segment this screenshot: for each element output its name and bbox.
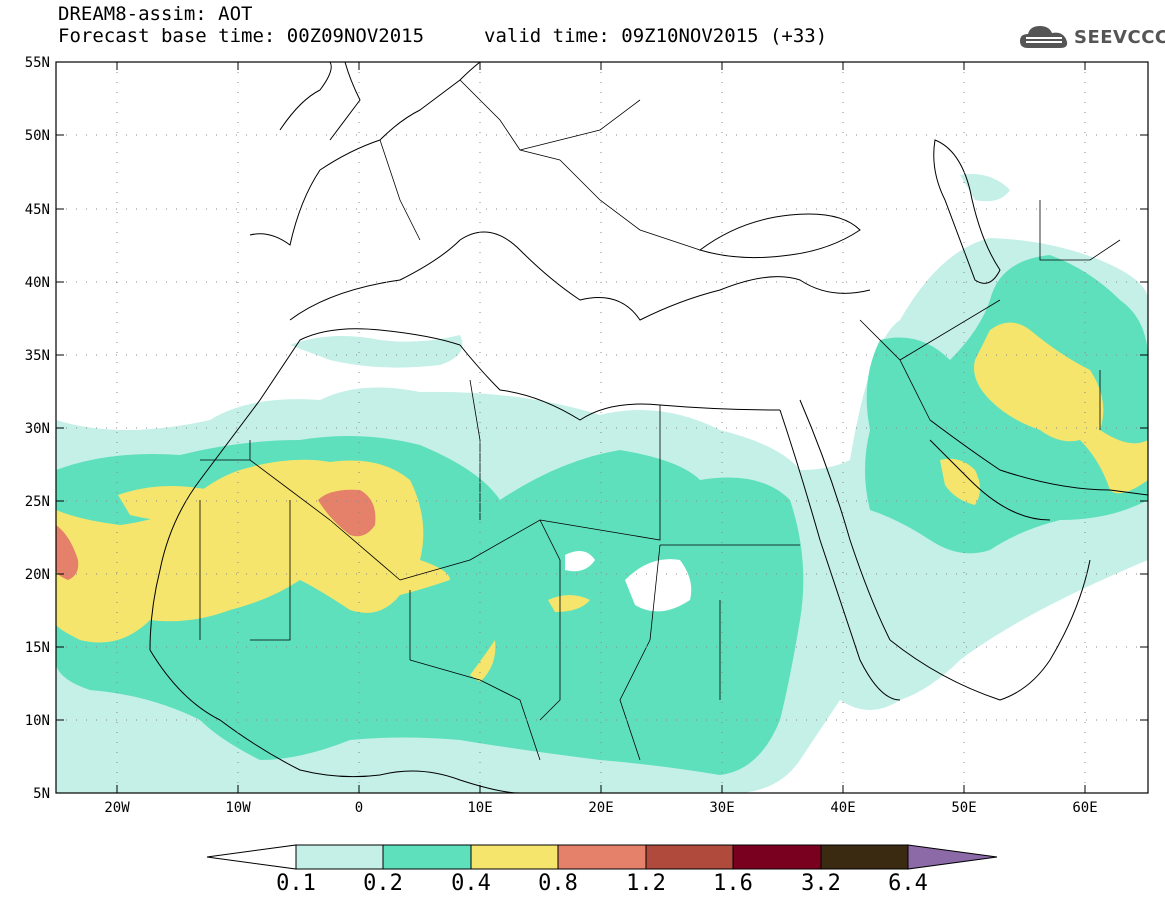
lon-label: 20E	[588, 800, 613, 816]
border-segment	[399, 519, 561, 660]
lon-label: 10E	[467, 800, 492, 816]
med-north-coast	[289, 231, 871, 321]
aot-contour-0-4-iran	[974, 322, 1148, 494]
colorbar-over-arrow	[907, 844, 998, 870]
colorbar-label: 0.1	[276, 871, 316, 896]
aot-contour-0-4-mali	[118, 486, 220, 522]
lat-label: 25N	[25, 494, 50, 510]
aot-contour-0-8-atlantic	[56, 525, 79, 580]
persian-coast	[929, 419, 1148, 496]
lon-label: 60E	[1072, 800, 1097, 816]
cloud-icon	[1020, 26, 1068, 48]
colorbar-swatch	[470, 844, 559, 870]
border-segment	[539, 405, 800, 641]
logo-text: SEEVCCC	[1074, 26, 1165, 48]
colorbar-label: 0.2	[363, 871, 403, 896]
africa-west-coast	[149, 328, 461, 651]
red-sea-east	[799, 399, 891, 641]
colorbar-swatch	[295, 844, 384, 870]
british-isles	[279, 62, 361, 141]
aot-contour-0-4-nigeria	[470, 640, 496, 682]
lat-label: 20N	[25, 567, 50, 583]
colorbar-swatch	[557, 844, 647, 870]
lat-label: 55N	[25, 55, 50, 71]
axis-ticks	[56, 61, 1148, 794]
map-title: DREAM8-assim: AOT	[58, 3, 253, 25]
lon-label: 50E	[951, 800, 976, 816]
forecast-base-time: Forecast base time: 00Z09NOV2015	[58, 25, 425, 47]
lat-label: 50N	[25, 128, 50, 144]
border-segment	[619, 600, 721, 761]
latitude-labels: 55N 50N 45N 40N 35N 30N 25N 20N 15N 10N …	[25, 55, 50, 802]
arabia-coast	[889, 559, 1091, 701]
colorbar-swatch	[382, 844, 472, 870]
lat-label: 45N	[25, 202, 50, 218]
aot-contour-0-8-algeria	[318, 489, 376, 537]
country-borders	[199, 79, 1121, 761]
black-sea	[698, 213, 861, 259]
border-segment	[469, 379, 561, 721]
border-segment	[519, 99, 701, 251]
lon-label: 0	[355, 800, 363, 816]
gulf-of-guinea	[149, 649, 521, 793]
colorbar-label: 0.4	[451, 871, 491, 896]
colorbar-label: 0.8	[538, 871, 578, 896]
lon-label: 30E	[709, 800, 734, 816]
border-segment	[1039, 200, 1121, 430]
aot-contour-0-4-arabia	[940, 458, 980, 505]
border-segment	[859, 299, 1001, 421]
valid-time: valid time: 09Z10NOV2015 (+33)	[484, 25, 828, 47]
colorbar-label: 1.6	[713, 871, 753, 896]
lon-label: 20W	[104, 800, 130, 816]
colorbar	[206, 844, 998, 870]
colorbar-label: 3.2	[801, 871, 841, 896]
lon-label: 40E	[830, 800, 855, 816]
lat-label: 5N	[33, 786, 50, 802]
graticule	[56, 62, 1148, 793]
colorbar-under-arrow	[206, 844, 297, 870]
colorbar-swatch	[820, 844, 909, 870]
lon-label: 10W	[225, 800, 251, 816]
border-segment	[199, 500, 291, 641]
lat-label: 30N	[25, 421, 50, 437]
north-africa-coast	[459, 344, 781, 421]
red-sea-west	[779, 409, 901, 701]
border-segment	[200, 440, 401, 581]
aot-clear-sudan	[625, 559, 692, 612]
colorbar-swatch	[645, 844, 734, 870]
lat-label: 35N	[25, 348, 50, 364]
lat-label: 40N	[25, 275, 50, 291]
aot-contour-0-4-chad	[548, 595, 590, 612]
coastlines	[149, 62, 1148, 793]
colorbar-swatch	[732, 844, 822, 870]
gulf-coast	[929, 439, 1051, 521]
lat-label: 10N	[25, 713, 50, 729]
aot-field	[56, 174, 1148, 793]
colorbar-label: 6.4	[888, 871, 928, 896]
aot-clear-chad	[565, 551, 595, 572]
aot-contour-0-1-caspian	[960, 174, 1010, 202]
longitude-labels: 20W 10W 0 10E 20E 30E 40E 50E 60E	[104, 800, 1097, 816]
seevccc-logo: SEEVCCC	[1018, 22, 1165, 52]
europe-atlantic	[249, 62, 481, 246]
aot-contour-0-1-north	[290, 335, 463, 368]
border-segment	[409, 659, 541, 761]
border-segment	[379, 79, 561, 241]
lat-label: 15N	[25, 640, 50, 656]
colorbar-label: 1.2	[626, 871, 666, 896]
caspian-sea	[933, 139, 1001, 284]
